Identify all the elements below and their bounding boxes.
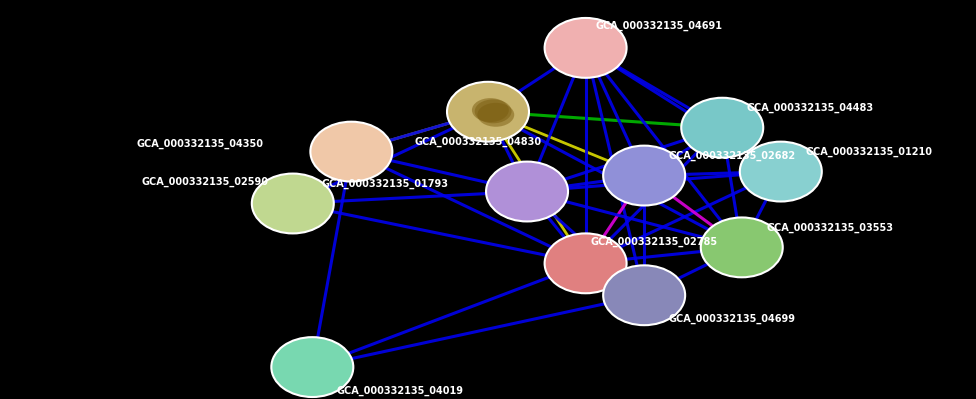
Ellipse shape xyxy=(545,18,627,78)
Ellipse shape xyxy=(470,100,508,124)
Text: GCA_000332135_02785: GCA_000332135_02785 xyxy=(590,236,717,247)
Text: GCA_000332135_02682: GCA_000332135_02682 xyxy=(669,150,795,161)
Ellipse shape xyxy=(467,103,504,127)
Text: GCA_000332135_02590: GCA_000332135_02590 xyxy=(142,176,268,187)
Ellipse shape xyxy=(486,162,568,221)
Ellipse shape xyxy=(545,233,627,293)
Ellipse shape xyxy=(681,98,763,158)
Text: GCA_000332135_04350: GCA_000332135_04350 xyxy=(137,138,264,149)
Ellipse shape xyxy=(468,101,506,125)
Ellipse shape xyxy=(603,146,685,205)
Ellipse shape xyxy=(701,217,783,277)
Ellipse shape xyxy=(603,265,685,325)
Text: GCA_000332135_04483: GCA_000332135_04483 xyxy=(747,103,874,113)
Text: GCA_000332135_04019: GCA_000332135_04019 xyxy=(337,386,464,396)
Ellipse shape xyxy=(740,142,822,201)
Text: GCA_000332135_04699: GCA_000332135_04699 xyxy=(669,314,795,324)
Ellipse shape xyxy=(447,82,529,142)
Text: GCA_000332135_01793: GCA_000332135_01793 xyxy=(322,178,449,189)
Ellipse shape xyxy=(252,174,334,233)
Text: GCA_000332135_04830: GCA_000332135_04830 xyxy=(415,136,542,147)
Ellipse shape xyxy=(271,337,353,397)
Text: GCA_000332135_03553: GCA_000332135_03553 xyxy=(766,222,893,233)
Text: GCA_000332135_01210: GCA_000332135_01210 xyxy=(805,146,932,157)
Ellipse shape xyxy=(310,122,392,182)
Text: GCA_000332135_04691: GCA_000332135_04691 xyxy=(595,21,722,31)
